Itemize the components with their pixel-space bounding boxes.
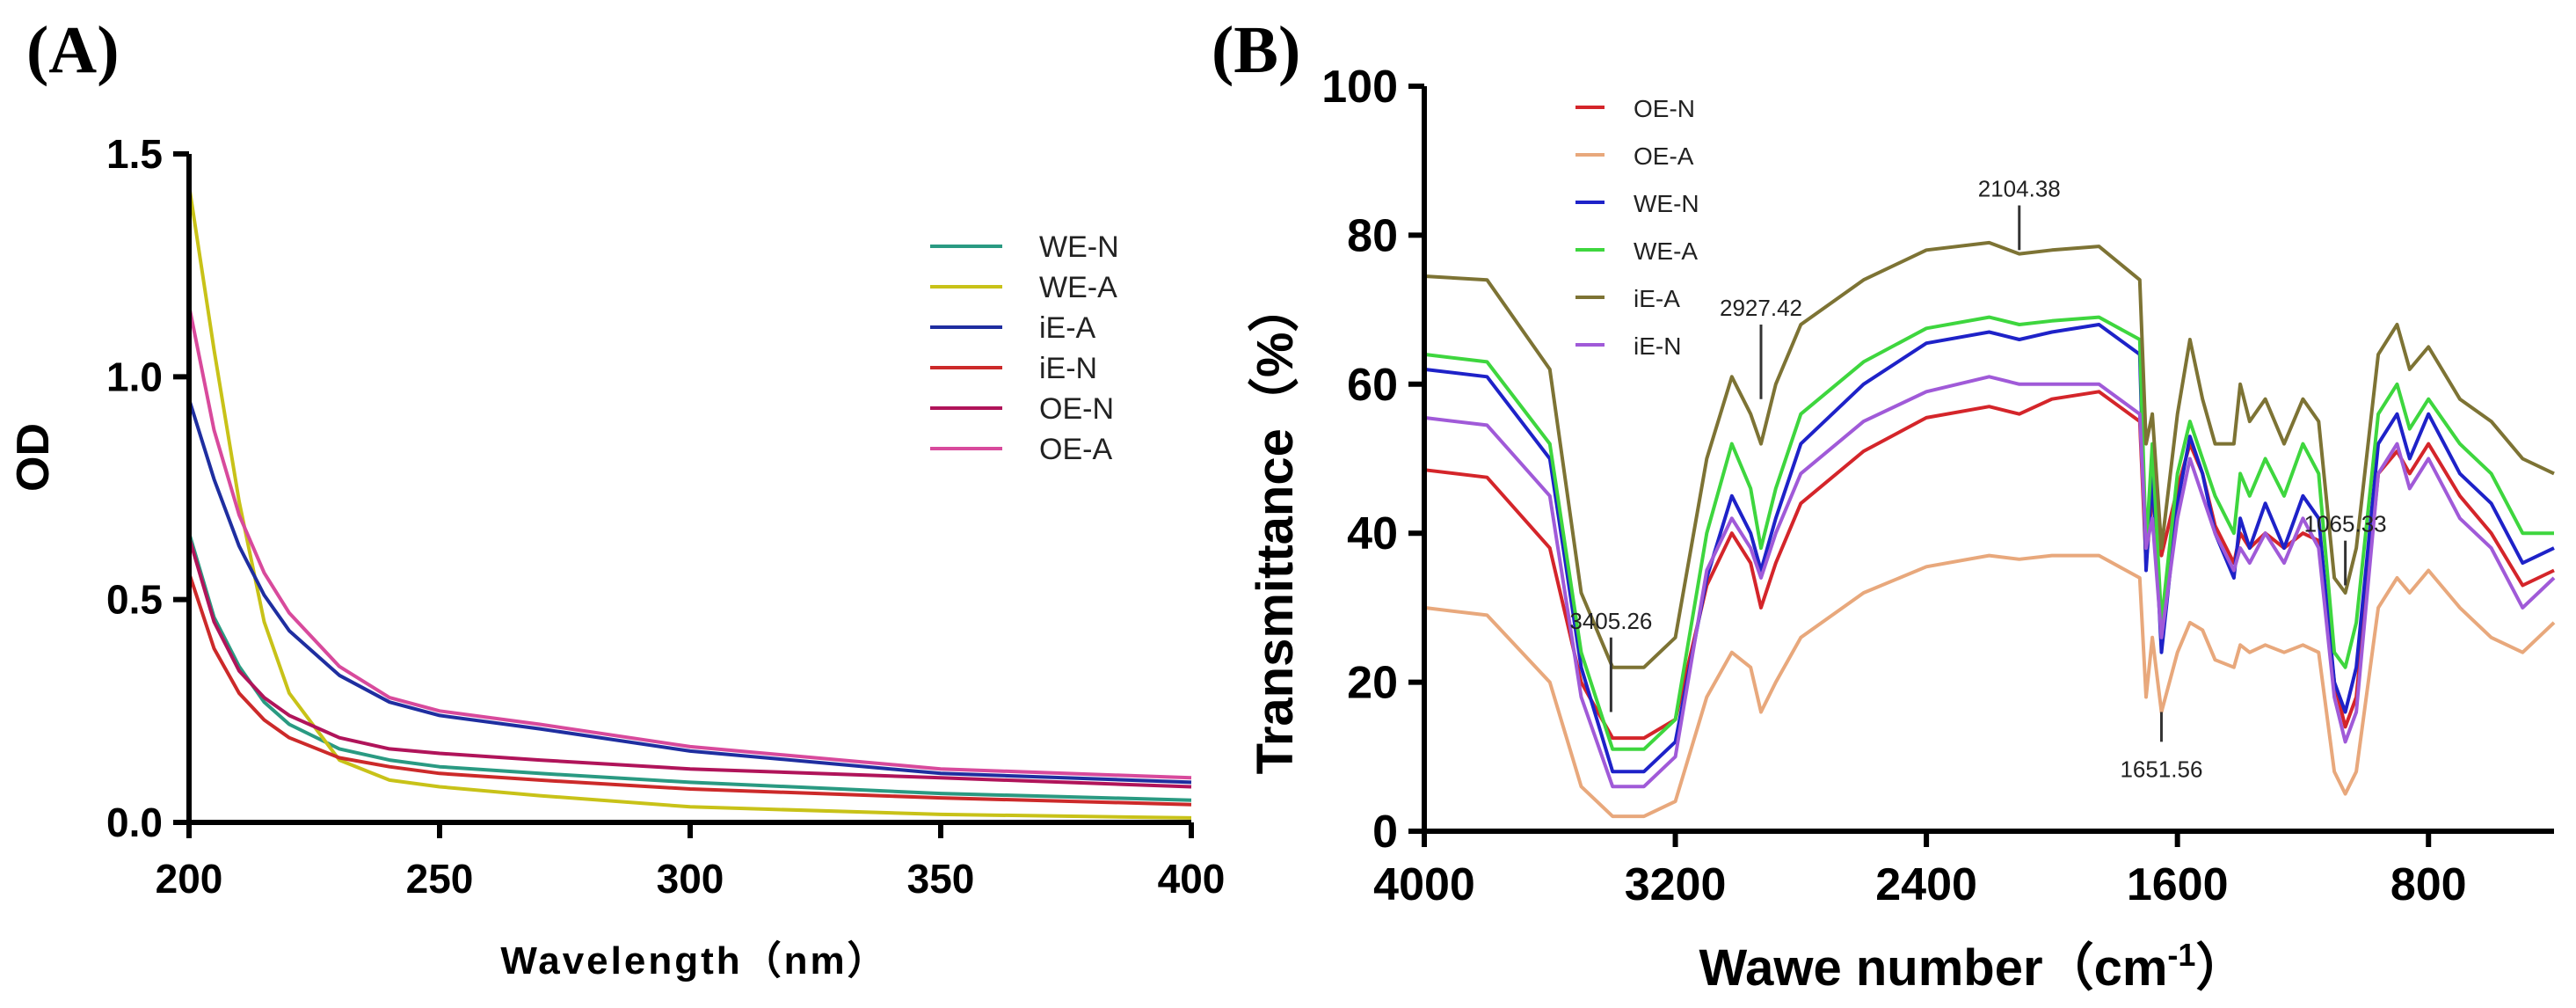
series-line-ie-n bbox=[187, 572, 1192, 807]
legend-label-we-n: WE-N bbox=[1039, 230, 1119, 264]
legend-label-ie-n: iE-N bbox=[1634, 332, 1681, 360]
legend-label-oe-a: OE-A bbox=[1634, 142, 1694, 170]
y-tick-label: 0 bbox=[1372, 807, 1398, 858]
x-tick-label: 1600 bbox=[2127, 859, 2229, 910]
y-tick-label: 1.0 bbox=[106, 354, 163, 399]
y-tick-label: 0.5 bbox=[106, 577, 163, 623]
legend-label-ie-a: iE-A bbox=[1039, 311, 1096, 345]
series-line-ie-n bbox=[1423, 375, 2556, 789]
x-tick-label: 4000 bbox=[1373, 859, 1475, 910]
x-tick-label: 3200 bbox=[1625, 859, 1727, 910]
series-line-we-a bbox=[187, 185, 1192, 820]
legend-label-oe-a: OE-A bbox=[1039, 433, 1112, 466]
x-tick-label: 400 bbox=[1158, 856, 1226, 902]
series-line-ie-a bbox=[187, 398, 1192, 785]
annotation-label: 2104.38 bbox=[1978, 176, 2061, 202]
series-line-we-n bbox=[1423, 323, 2555, 774]
x-tick-label: 300 bbox=[657, 856, 724, 902]
panel-a-legend: WE-N WE-A iE-A iE-N OE-N OE-A bbox=[930, 230, 1119, 466]
panel-a-y-ticks: 0.0 0.5 1.0 1.5 bbox=[106, 131, 189, 845]
legend-label-oe-n: OE-N bbox=[1039, 392, 1114, 426]
annotation-label: 1065.33 bbox=[2304, 511, 2387, 537]
legend-label-ie-n: iE-N bbox=[1039, 352, 1097, 385]
legend-label-we-a: WE-A bbox=[1634, 237, 1698, 265]
y-tick-label: 40 bbox=[1347, 508, 1398, 559]
panel-a-series-lines bbox=[187, 185, 1192, 820]
panel-b-y-axis-title: Transmittance（%） bbox=[1247, 281, 1304, 775]
panel-b-y-ticks: 0 20 40 60 80 100 bbox=[1321, 62, 1424, 858]
panel-a-label: (A) bbox=[26, 13, 120, 87]
panel-b-legend: OE-N OE-A WE-N WE-A iE-A iE-N bbox=[1575, 95, 1699, 360]
series-line-oe-a bbox=[187, 304, 1192, 780]
series-line-oe-n bbox=[187, 537, 1192, 789]
panel-b: (B) 4000 3200 2400 1600 800 0 20 40 60 80 100 340… bbox=[1212, 13, 2556, 997]
x-tick-label: 250 bbox=[406, 856, 474, 902]
y-tick-label: 1.5 bbox=[106, 131, 163, 177]
legend-label-oe-n: OE-N bbox=[1634, 95, 1695, 122]
y-tick-label: 20 bbox=[1347, 658, 1398, 709]
y-tick-label: 60 bbox=[1347, 360, 1398, 411]
annotation-label: 2927.42 bbox=[1720, 295, 1802, 321]
legend-label-ie-a: iE-A bbox=[1634, 285, 1680, 312]
series-line-ie-a bbox=[1423, 240, 2555, 669]
legend-label-we-a: WE-A bbox=[1039, 271, 1117, 304]
annotation-label: 3405.26 bbox=[1569, 608, 1652, 634]
panel-a: (A) 200 250 300 350 400 0.0 0.5 1.0 1.5 Wavelen… bbox=[8, 13, 1225, 982]
panel-b-x-ticks: 4000 3200 2400 1600 800 bbox=[1373, 831, 2467, 910]
legend-label-we-n: WE-N bbox=[1634, 190, 1699, 217]
x-tick-label: 350 bbox=[907, 856, 975, 902]
panel-a-x-axis-title: Wavelength（nm） bbox=[500, 939, 888, 982]
panel-b-x-axis-title: Wawe number（cm-1） bbox=[1699, 937, 2247, 997]
series-line-we-n bbox=[187, 532, 1192, 802]
annotation-label: 1651.56 bbox=[2120, 756, 2202, 782]
y-tick-label: 80 bbox=[1347, 210, 1398, 261]
panel-b-peak-annotations: 3405.26 2927.42 2104.38 1651.56 1065.33 bbox=[1569, 176, 2386, 783]
panel-a-x-ticks: 200 250 300 350 400 bbox=[156, 822, 1226, 902]
x-tick-label: 2400 bbox=[1875, 859, 1977, 910]
panel-b-label: (B) bbox=[1212, 13, 1300, 87]
x-tick-label: 800 bbox=[2390, 859, 2467, 910]
y-tick-label: 100 bbox=[1321, 62, 1398, 113]
y-tick-label: 0.0 bbox=[106, 800, 163, 845]
panel-a-y-axis-title: OD bbox=[8, 423, 59, 492]
x-tick-label: 200 bbox=[156, 856, 223, 902]
panel-b-series-lines bbox=[1423, 240, 2556, 819]
